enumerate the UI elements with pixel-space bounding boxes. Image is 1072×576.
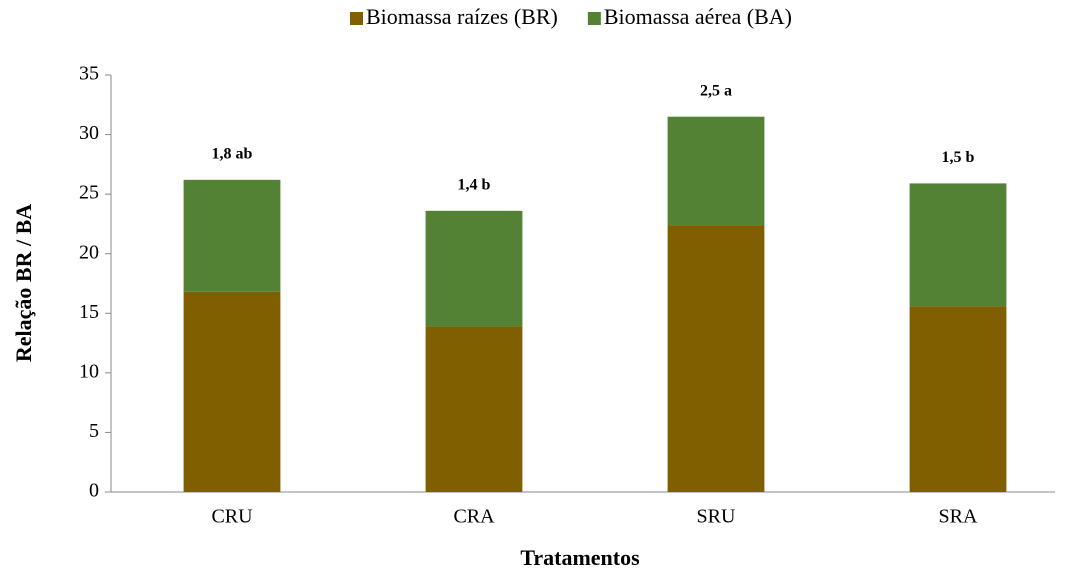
x-tick-label: SRA	[939, 506, 978, 528]
x-tick-label: CRU	[211, 506, 253, 528]
y-tick-label: 15	[79, 301, 99, 323]
bar-segment	[425, 210, 523, 327]
y-tick-label: 35	[79, 63, 99, 85]
y-tick-label: 20	[79, 241, 99, 263]
y-tick-label: 0	[89, 480, 99, 502]
x-axis-title: Tratamentos	[520, 545, 640, 570]
x-tick-label: SRU	[697, 506, 736, 528]
y-axis-title: Relação BR / BA	[11, 204, 36, 362]
y-tick-label: 5	[89, 420, 99, 442]
legend-label: Biomassa raízes (BR)	[366, 4, 558, 29]
x-tick-label: CRA	[453, 506, 495, 528]
bar-annotation: 2,5 a	[700, 82, 732, 99]
bar-segment	[667, 225, 765, 492]
bar-annotation: 1,5 b	[942, 149, 975, 166]
bar-segment	[667, 116, 765, 226]
bar-segment	[183, 179, 281, 292]
bar-annotation: 1,4 b	[458, 176, 491, 193]
y-tick-label: 30	[79, 122, 99, 144]
y-tick-label: 25	[79, 182, 99, 204]
legend-swatch	[350, 12, 363, 25]
bar-segment	[183, 291, 281, 492]
legend-swatch	[587, 12, 601, 25]
bar-segment	[425, 326, 523, 492]
legend-label: Biomassa aérea (BA)	[604, 4, 792, 29]
bar-annotation: 1,8 ab	[212, 146, 253, 163]
y-tick-label: 10	[79, 360, 99, 382]
bar-segment	[909, 306, 1007, 492]
bar-segment	[909, 183, 1007, 307]
